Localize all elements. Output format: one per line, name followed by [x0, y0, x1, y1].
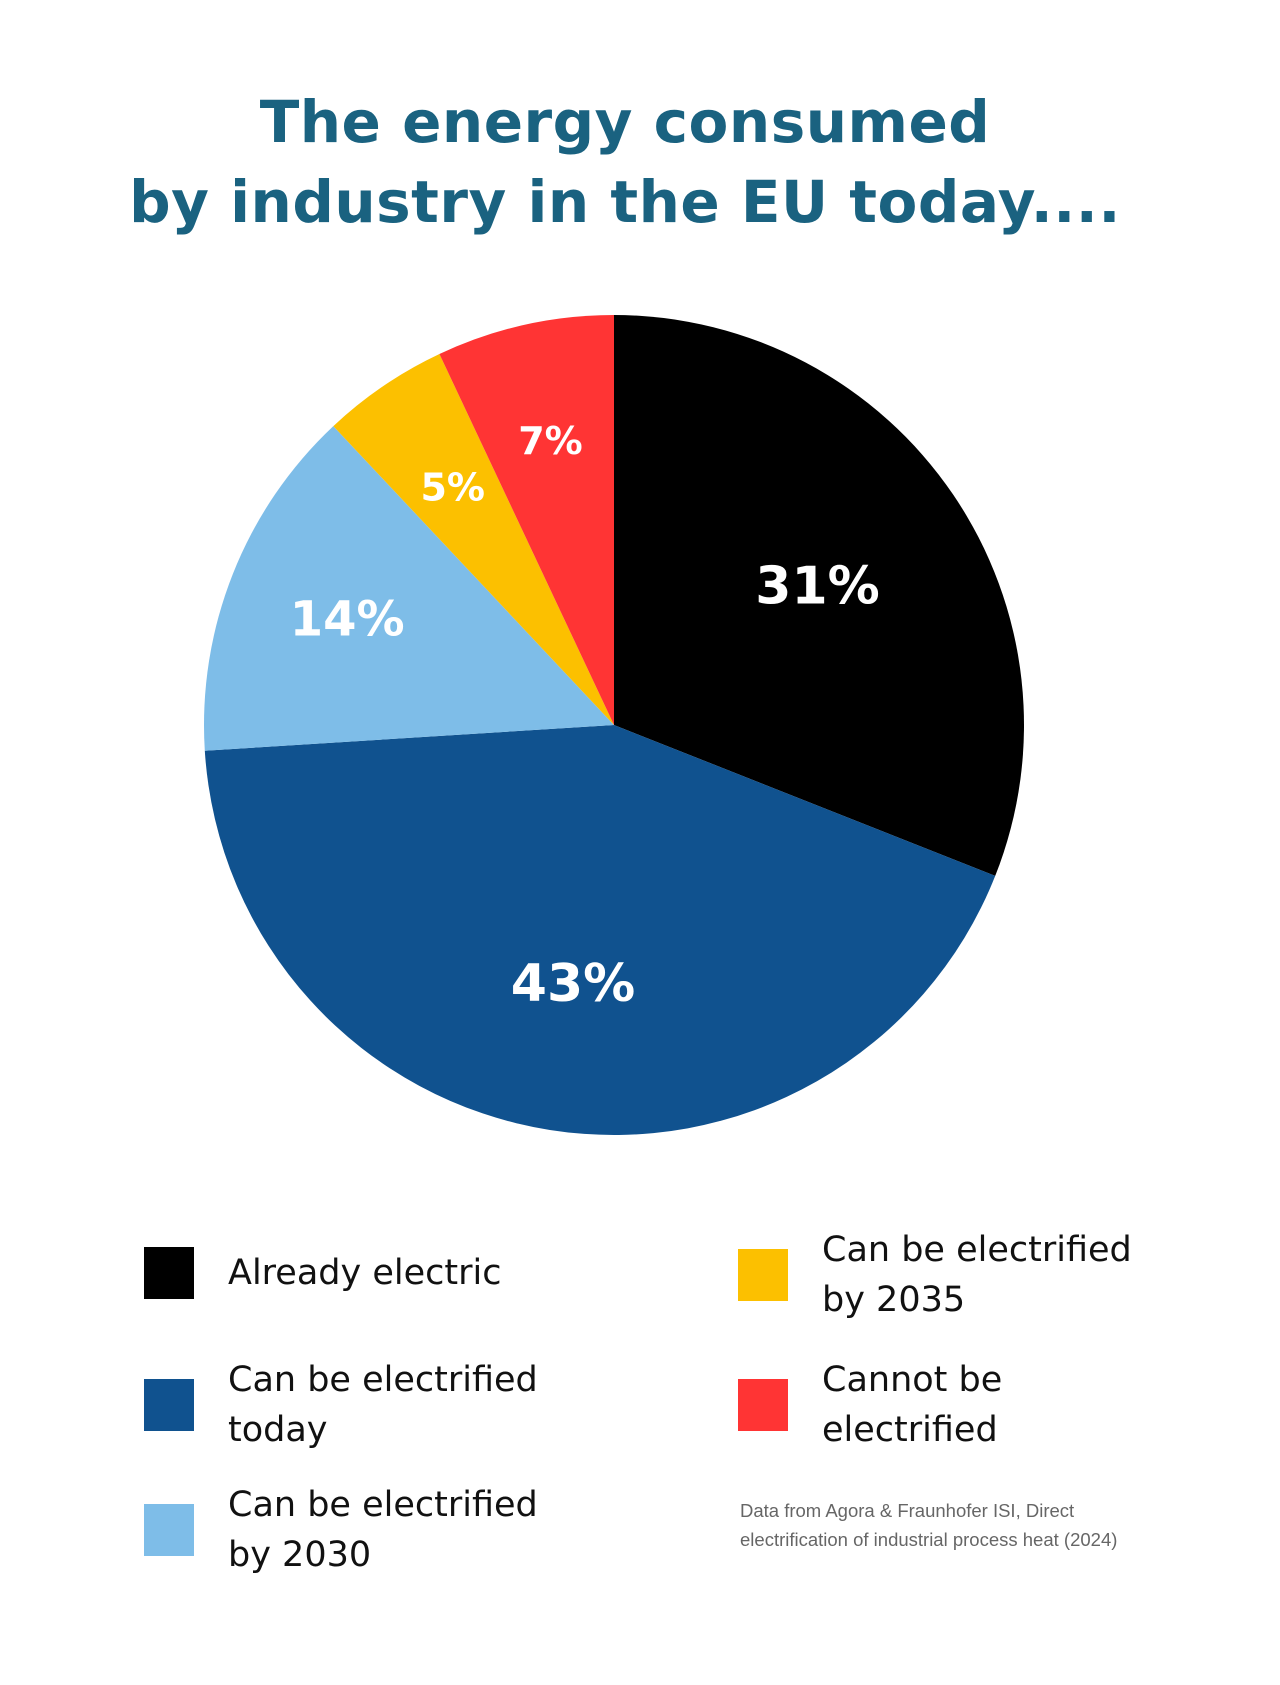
pie-label-can-be-electrified-today: 43%	[511, 954, 635, 1014]
pie-slice-cannot-be-electrified	[439, 315, 614, 725]
pie-label-cannot-be-electrified: 7%	[518, 419, 583, 463]
legend-label-electrified-2030: Can be electrified by 2030	[228, 1485, 538, 1575]
pie-slice-can-be-electrified-today	[204, 725, 996, 1136]
source-line-2: electrification of industrial process he…	[740, 1529, 1118, 1550]
chart-title-line-2: by industry in the EU today....	[129, 168, 1121, 236]
legend-item-electrified-2030: Can be electrified by 2030	[144, 1480, 538, 1580]
pie-slice-can-be-electrified-by-2030	[204, 426, 615, 751]
legend-label-cannot-be-electrified: Cannot be electrified	[822, 1360, 1003, 1450]
pie-label-can-be-electrified-by-2035: 5%	[420, 466, 485, 510]
legend-swatch-already-electric	[144, 1247, 194, 1299]
legend-swatch-cannot-be-electrified	[738, 1379, 788, 1431]
legend-label-electrified-today: Can be electrified today	[228, 1360, 538, 1450]
pie-label-already-electric: 31%	[755, 557, 879, 617]
legend-label-already-electric: Already electric	[228, 1253, 502, 1293]
pie-slice-can-be-electrified-by-2035	[333, 354, 614, 725]
pie-slice-already-electric	[614, 315, 1025, 876]
data-source-note: Data from Agora & Fraunhofer ISI, Direct…	[740, 1496, 1170, 1554]
source-line-1: Data from Agora & Fraunhofer ISI, Direct	[740, 1500, 1075, 1521]
chart-title-line-1: The energy consumed	[259, 88, 991, 156]
legend-item-electrified-2035: Can be electrified by 2035	[738, 1225, 1132, 1325]
legend-swatch-electrified-2035	[738, 1249, 788, 1301]
legend-item-electrified-today: Can be electrified today	[144, 1355, 538, 1455]
legend-swatch-electrified-2030	[144, 1504, 194, 1556]
legend-swatch-electrified-today	[144, 1379, 194, 1431]
pie-label-can-be-electrified-by-2030: 14%	[290, 591, 405, 647]
legend-label-electrified-2035: Can be electrified by 2035	[822, 1230, 1132, 1320]
legend-item-cannot-be-electrified: Cannot be electrified	[738, 1355, 1002, 1455]
pie-chart: 31% 43% 14% 5% 7%	[204, 315, 1025, 1136]
chart-title: The energy consumed by industry in the E…	[0, 82, 1250, 242]
legend-item-already-electric: Already electric	[144, 1247, 501, 1299]
